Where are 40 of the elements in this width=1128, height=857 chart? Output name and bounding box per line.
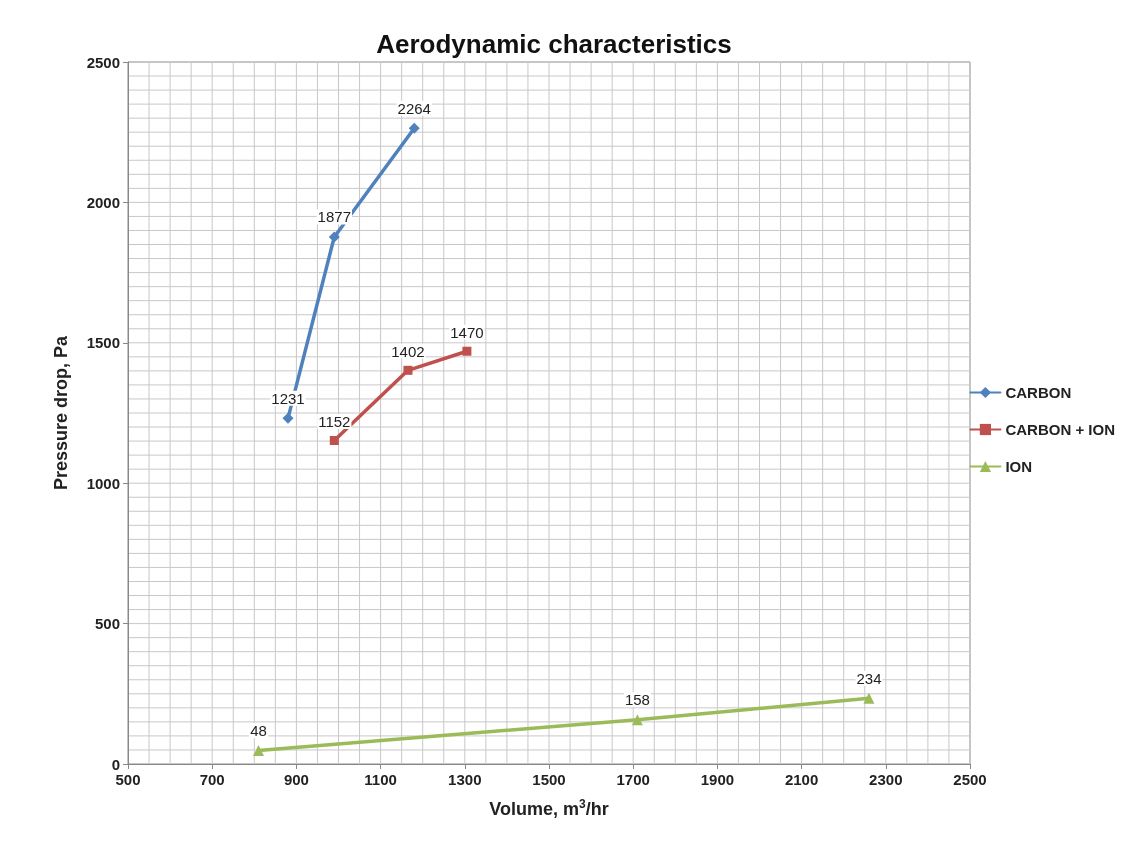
x-tick-label: 2100 (784, 771, 819, 788)
point (328, 231, 340, 243)
point (631, 714, 643, 726)
y-tick-label: 1500 (86, 334, 120, 352)
point (282, 412, 294, 424)
point (863, 692, 875, 704)
x-tick-label: 700 (199, 771, 225, 788)
legend-label: ION (1005, 458, 1033, 475)
data-label: 2264 (397, 99, 431, 117)
y-tick-label: 2500 (86, 53, 120, 71)
x-tick-label: 1900 (700, 771, 735, 788)
x-tick-label: 2500 (953, 771, 987, 788)
data-label: 1402 (391, 342, 425, 360)
y-axis-title: Pressure drop, Pa (51, 334, 71, 491)
data-label: 158 (624, 691, 650, 709)
point (253, 745, 265, 757)
y-tick-label: 2000 (86, 193, 120, 211)
y-tick-label: 1000 (86, 474, 120, 492)
data-label: 1877 (317, 208, 351, 226)
data-label: 48 (250, 722, 267, 740)
x-tick-label: 900 (283, 771, 309, 788)
legend-label: CARBON (1005, 384, 1072, 401)
point (462, 346, 472, 356)
point (408, 122, 420, 134)
legend-label: CARBON + ION (1005, 421, 1115, 438)
x-tick-label: 500 (115, 771, 141, 788)
data-label: 234 (856, 669, 882, 687)
x-tick-label: 1300 (448, 771, 482, 788)
point (403, 365, 413, 375)
data-label: 1231 (271, 389, 305, 407)
x-tick-label: 1100 (364, 771, 397, 788)
data-label: 1152 (318, 413, 351, 431)
chart-title: Aerodynamic characteristics (376, 29, 732, 59)
x-tick-label: 1500 (532, 771, 566, 788)
y-tick-label: 0 (111, 755, 120, 773)
point (329, 436, 339, 446)
data-label: 1470 (450, 323, 484, 341)
x-tick-label: 2300 (869, 771, 903, 788)
x-tick-label: 1700 (616, 771, 650, 788)
y-tick-label: 500 (94, 615, 120, 633)
